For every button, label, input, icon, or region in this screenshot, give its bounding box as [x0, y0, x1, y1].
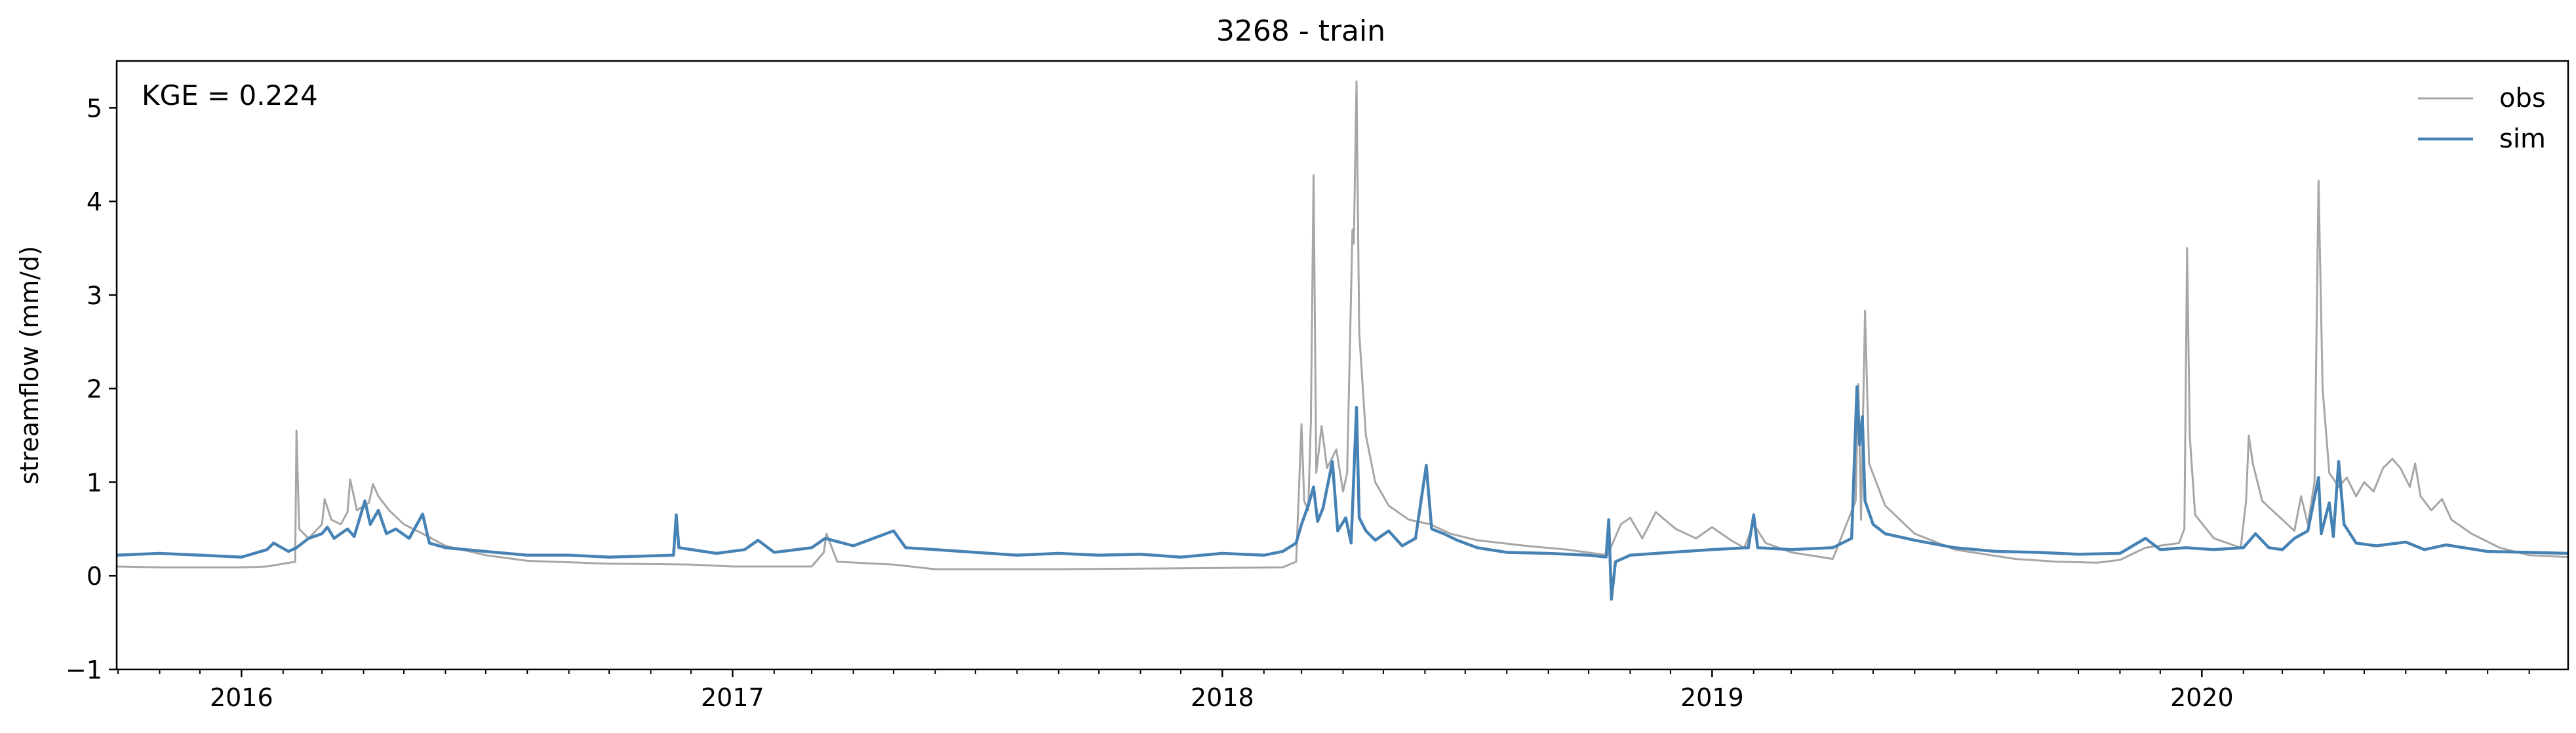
y-tick-label: −1 [66, 656, 102, 684]
y-tick-label: 2 [87, 375, 102, 404]
x-tick-label: 2019 [1680, 683, 1744, 712]
series-line-obs [116, 80, 2569, 570]
x-axis: 2016 2017 2018 2019 2020 [117, 669, 2530, 712]
series-line-sim [116, 385, 2569, 601]
y-tick-label: 1 [87, 468, 102, 497]
legend-label-obs: obs [2499, 83, 2546, 113]
kge-annotation: KGE = 0.224 [142, 79, 318, 111]
y-tick-label: 4 [87, 188, 102, 216]
x-tick-label: 2018 [1191, 683, 1254, 712]
y-tick-label: 5 [87, 94, 102, 123]
y-axis: −1 0 1 2 3 4 5 [66, 94, 117, 684]
chart-title: 3268 - train [1216, 14, 1385, 48]
legend: obs sim [2418, 83, 2546, 154]
x-tick-label: 2016 [210, 683, 273, 712]
plot-frame [115, 60, 2569, 671]
x-tick-label: 2017 [701, 683, 764, 712]
y-tick-label: 0 [87, 562, 102, 591]
plot-series [116, 80, 2569, 601]
x-tick-label: 2020 [2170, 683, 2234, 712]
legend-label-sim: sim [2499, 124, 2546, 154]
y-tick-label: 3 [87, 281, 102, 310]
y-axis-label: streamflow (mm/d) [15, 246, 44, 485]
